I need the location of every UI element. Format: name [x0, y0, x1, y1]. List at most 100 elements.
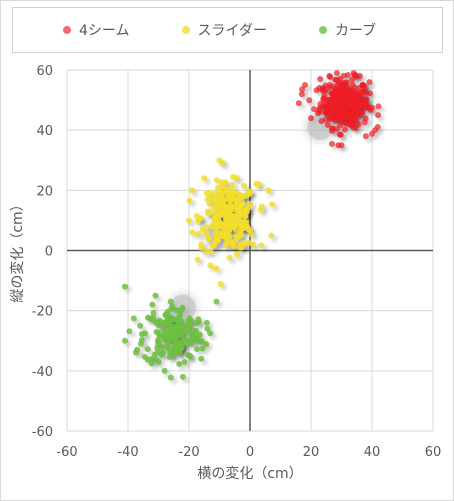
data-point-curve [189, 333, 196, 340]
data-point-slider [189, 229, 196, 236]
data-point-curve [186, 328, 192, 335]
data-point-4seam [353, 106, 360, 113]
data-point-4seam [320, 88, 327, 95]
data-point-curve [186, 315, 193, 322]
data-point-curve [166, 321, 173, 328]
data-point-slider [237, 221, 244, 228]
data-point-4seam [338, 142, 345, 149]
data-point-4seam [317, 76, 324, 83]
data-point-slider [186, 197, 193, 204]
data-point-slider [226, 254, 233, 261]
data-point-slider [207, 262, 214, 269]
x-tick-label: -60 [56, 445, 77, 460]
data-point-slider [213, 177, 220, 184]
data-point-slider [232, 226, 239, 233]
data-point-4seam [321, 103, 328, 110]
data-point-curve [142, 330, 149, 337]
data-point-4seam [341, 126, 348, 133]
data-point-4seam [364, 104, 371, 111]
y-tick-label: 60 [36, 64, 53, 79]
data-point-4seam [334, 125, 341, 132]
data-point-slider [256, 181, 263, 188]
data-point-curve [188, 340, 195, 347]
data-point-4seam [344, 85, 351, 92]
data-point-curve [121, 283, 128, 290]
data-point-slider [207, 248, 214, 255]
data-point-4seam [306, 97, 313, 104]
data-point-4seam [311, 106, 318, 113]
data-point-slider [233, 251, 240, 258]
data-point-slider [231, 243, 238, 250]
data-point-slider [193, 212, 200, 219]
data-point-4seam [308, 115, 314, 122]
data-point-slider [240, 182, 247, 189]
data-point-slider [227, 197, 234, 204]
data-point-slider [216, 157, 223, 164]
data-point-4seam [363, 97, 370, 104]
data-point-slider [207, 209, 214, 216]
data-point-slider [229, 219, 236, 226]
data-point-4seam [366, 79, 373, 86]
tick-labels: -60 -40 -20 0 20 40 60 60 40 20 0 -20 -40 -60 [32, 64, 442, 460]
data-point-4seam [356, 73, 363, 80]
data-points [121, 70, 382, 381]
legend-item-curve: カーブ [318, 20, 376, 40]
data-point-curve [171, 336, 178, 343]
data-point-curve [180, 330, 187, 337]
data-point-4seam [329, 125, 336, 132]
data-point-curve [179, 373, 186, 380]
data-point-curve [207, 330, 214, 337]
data-point-curve [179, 304, 186, 311]
data-point-slider [209, 242, 216, 249]
data-point-curve [144, 346, 151, 353]
data-point-4seam [338, 88, 345, 95]
data-point-slider [250, 241, 257, 248]
x-axis-label: 横の変化（cm） [197, 465, 302, 482]
axes [67, 70, 433, 431]
data-point-4seam [327, 84, 334, 91]
data-point-slider [212, 190, 219, 197]
data-point-slider [229, 182, 236, 189]
data-point-slider [218, 189, 225, 196]
data-point-slider [215, 212, 222, 219]
data-point-slider [268, 201, 275, 208]
data-point-curve [183, 340, 190, 347]
data-point-curve [165, 341, 172, 348]
data-point-4seam [336, 131, 343, 138]
y-axis-label: 縦の変化（cm） [9, 197, 26, 302]
data-point-slider [201, 175, 208, 182]
data-point-curve [173, 307, 180, 314]
data-point-curve [149, 316, 156, 323]
data-point-curve [153, 328, 160, 335]
data-point-slider [221, 231, 228, 238]
data-point-curve [152, 292, 159, 299]
y-tick-label: 20 [36, 184, 53, 199]
data-point-curve [148, 360, 155, 367]
data-point-slider [214, 184, 221, 191]
data-point-slider [212, 198, 219, 205]
data-point-4seam [350, 70, 357, 77]
data-point-curve [163, 326, 170, 333]
legend-label-4seam: 4シーム [79, 23, 130, 39]
data-point-slider [215, 217, 222, 224]
data-point-4seam [336, 104, 343, 111]
x-tick-label: -40 [117, 445, 138, 460]
data-point-slider [223, 225, 230, 232]
data-point-4seam [320, 95, 327, 102]
data-point-4seam [353, 95, 360, 102]
data-point-4seam [317, 104, 324, 111]
data-point-4seam [347, 122, 354, 129]
data-point-slider [186, 217, 192, 224]
data-point-slider [194, 217, 201, 224]
data-point-4seam [359, 82, 366, 89]
data-point-curve [170, 324, 177, 331]
data-point-curve [162, 312, 169, 319]
data-point-4seam [362, 133, 369, 140]
data-point-slider [189, 187, 196, 194]
data-point-4seam [328, 140, 335, 147]
data-point-curve [203, 319, 210, 326]
data-point-curve [153, 319, 160, 326]
x-tick-label: -20 [178, 445, 199, 460]
legend-item-slider: スライダー [181, 20, 267, 40]
